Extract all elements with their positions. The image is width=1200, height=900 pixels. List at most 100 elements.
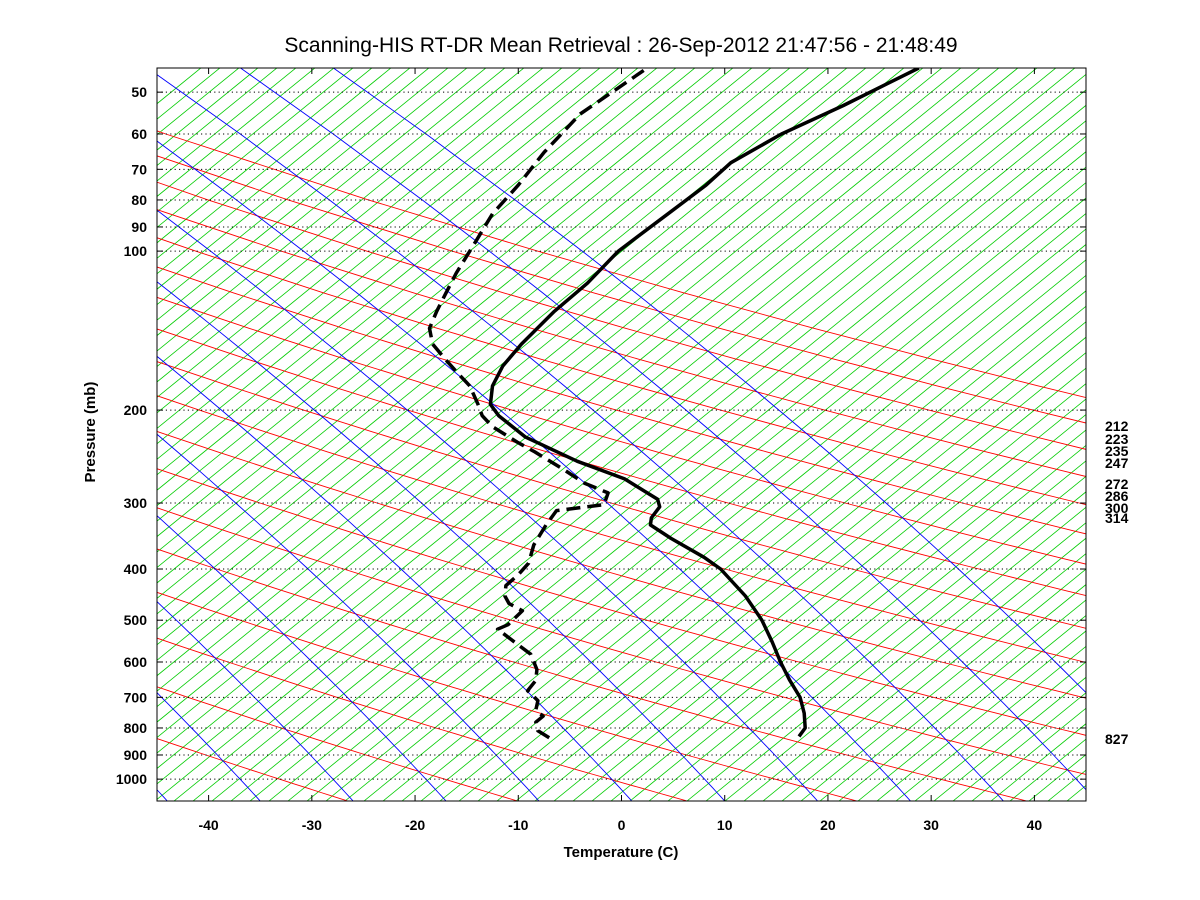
pressure-gridlines <box>157 91 1086 780</box>
y-axis-ticks: 50 60 70 80 90 100 200 300 400 500 600 700 800 900 100… <box>116 84 1086 787</box>
dry-adiabat-line <box>157 181 1086 450</box>
y-tick-label: 400 <box>124 561 148 577</box>
y-tick-label: 70 <box>131 161 147 177</box>
right-level-label: 235 <box>1105 443 1129 459</box>
isotherm-line <box>667 460 1086 801</box>
x-axis-label: Temperature (C) <box>564 844 679 861</box>
isotherm-line <box>819 584 1086 801</box>
isotherm-line <box>686 475 1086 801</box>
right-level-label: 212 <box>1105 418 1129 434</box>
isotherm-line <box>157 68 696 507</box>
isotherm-line <box>876 630 1086 801</box>
right-level-label: 272 <box>1105 476 1129 492</box>
moist-adiabat-line <box>157 433 540 801</box>
moist-adiabat-line <box>157 355 633 801</box>
y-tick-label: 50 <box>131 84 147 100</box>
isotherm-line <box>230 104 1086 801</box>
x-tick-label: -30 <box>302 817 322 833</box>
x-tick-label: 20 <box>820 817 836 833</box>
isotherm-line <box>157 68 316 197</box>
isotherm-line <box>157 68 468 321</box>
y-tick-label: 900 <box>124 747 148 763</box>
isotherm-line <box>838 599 1086 801</box>
isotherm-line <box>157 68 506 352</box>
isotherm-line <box>157 68 905 677</box>
isotherm-line <box>157 68 734 538</box>
isotherm-line <box>157 68 1000 754</box>
y-tick-label: 200 <box>124 402 148 418</box>
isotherm-line <box>572 383 1086 801</box>
isotherm-line <box>914 661 1086 801</box>
isotherm-line <box>157 68 715 522</box>
isotherm-line <box>192 73 1086 801</box>
isotherm-line <box>157 68 525 368</box>
isotherm-line <box>157 68 392 259</box>
isotherm-line <box>515 336 1086 801</box>
isotherm-line <box>157 68 582 414</box>
isotherm-line <box>157 68 677 491</box>
isotherm-line <box>157 68 981 739</box>
dry-adiabat-line <box>157 395 1086 663</box>
isotherm-line <box>306 166 1086 801</box>
isotherm-line <box>648 444 1086 801</box>
x-tick-label: 0 <box>618 817 626 833</box>
moist-adiabat-line <box>239 68 1086 791</box>
dry-adiabat-line <box>157 430 1086 699</box>
moist-adiabat-line <box>157 515 447 801</box>
y-tick-label: 300 <box>124 495 148 511</box>
y-tick-label: 80 <box>131 192 147 208</box>
dry-adiabat-line <box>157 548 1027 801</box>
isotherm-line <box>895 645 1086 801</box>
dry-adiabat-line <box>157 361 1086 629</box>
isotherm-line <box>439 274 1086 801</box>
moist-adiabat-line <box>157 601 354 801</box>
dry-adiabat-line <box>157 266 1086 535</box>
isotherm-line <box>591 398 1086 801</box>
isotherm-line <box>724 506 1086 801</box>
isotherm-line <box>157 68 658 476</box>
moist-adiabat-line <box>157 692 261 801</box>
isotherm-line <box>157 68 1038 785</box>
right-level-label: 300 <box>1105 500 1129 516</box>
right-level-label: 223 <box>1105 431 1129 447</box>
moist-adiabat-line <box>332 68 1086 694</box>
isotherm-line <box>857 614 1086 801</box>
moist-adiabat-line <box>157 209 818 801</box>
isotherm-line <box>496 321 1086 801</box>
isotherm-line <box>249 120 1086 801</box>
isotherm-line <box>401 243 1086 801</box>
moist-adiabat-line <box>157 281 726 801</box>
isotherm-line <box>344 197 1086 801</box>
isotherm-line <box>762 537 1086 801</box>
y-tick-label: 700 <box>124 689 148 705</box>
isotherm-line <box>157 68 487 337</box>
isotherm-line <box>157 68 962 723</box>
isotherm-line <box>157 68 829 615</box>
profile-series <box>427 68 920 740</box>
isotherm-line <box>157 68 772 568</box>
isotherm-line <box>629 429 1086 801</box>
y-tick-label: 100 <box>124 243 148 259</box>
dry-adiabat-line <box>157 237 1086 506</box>
isotherm-line <box>458 290 1086 801</box>
right-level-label: 827 <box>1105 731 1129 747</box>
solid-profile-line <box>488 68 920 738</box>
dry-adiabat-line <box>157 637 688 801</box>
dry-adiabat-line <box>157 468 1086 736</box>
y-axis-label: Pressure (mb) <box>82 382 99 483</box>
isotherm-line <box>157 68 563 398</box>
isotherm-line <box>477 305 1086 801</box>
x-tick-label: -10 <box>508 817 528 833</box>
isotherm-line <box>157 68 886 661</box>
isotherm-line <box>157 68 544 383</box>
isotherm-line <box>800 568 1086 801</box>
isotherm-line <box>157 68 867 646</box>
right-level-label: 247 <box>1105 455 1129 471</box>
isotherm-line <box>157 68 1019 769</box>
isotherm-line <box>157 68 354 228</box>
isotherm-line <box>157 68 449 306</box>
isotherm-line <box>743 522 1086 801</box>
y-tick-label: 600 <box>124 654 148 670</box>
chart-title: Scanning-HIS RT-DR Mean Retrieval : 26-S… <box>284 34 957 57</box>
